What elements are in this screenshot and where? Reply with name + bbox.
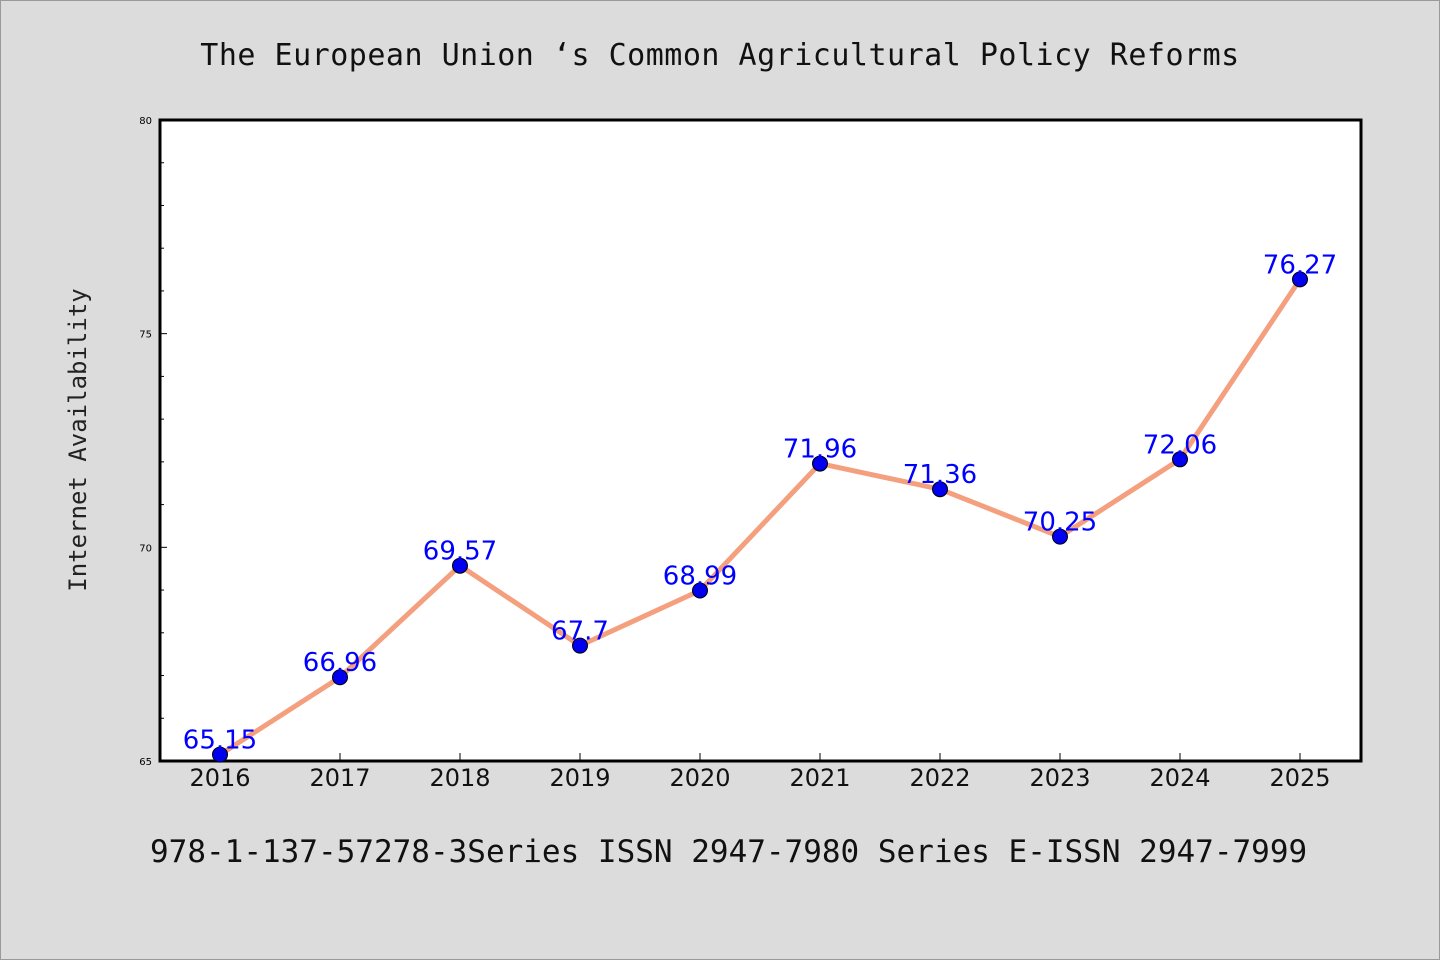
series-group: 65.15 66.96 69.57 67.7 68.99 71.96 71.36 70.25 7…: [183, 250, 1337, 763]
x-tick-label: 2017: [309, 764, 370, 792]
x-tick-label: 2022: [909, 764, 970, 792]
data-point-marker: [692, 582, 708, 599]
data-point-marker: [332, 669, 348, 686]
footer-isbn-text: 978-1-137-57278-3Series ISSN 2947-7980 S…: [150, 834, 1308, 870]
x-tick-label: 2023: [1029, 764, 1090, 792]
data-point-marker: [1052, 528, 1068, 545]
data-label: 71.96: [783, 435, 857, 465]
x-axis-ticks: 2016 2017 2018 2019 2020 2021 2022 2023 2024 2025: [189, 753, 1331, 792]
x-tick-label: 2016: [189, 764, 250, 792]
chart-title: The European Union ‘s Common Agricultura…: [200, 38, 1240, 73]
data-label: 67.7: [551, 617, 609, 647]
data-label: 76.27: [1263, 250, 1337, 280]
y-tick-label: 65: [139, 757, 152, 768]
data-label: 65.15: [183, 726, 257, 756]
data-label: 68.99: [663, 561, 737, 591]
x-tick-label: 2021: [789, 764, 850, 792]
data-point-marker: [452, 557, 468, 574]
data-label: 69.57: [423, 537, 497, 567]
data-point-marker: [572, 637, 588, 654]
data-label: 71.36: [903, 460, 977, 490]
data-label: 70.25: [1023, 508, 1097, 538]
data-point-marker: [212, 746, 228, 763]
data-point-marker: [932, 481, 948, 498]
series-line: [217, 276, 1303, 758]
x-tick-label: 2024: [1149, 764, 1210, 792]
x-tick-label: 2025: [1269, 764, 1330, 792]
plot-area: [158, 118, 1363, 763]
y-tick-label: 70: [139, 543, 152, 554]
x-tick-label: 2018: [429, 764, 490, 792]
data-point-marker: [1292, 271, 1308, 288]
data-point-marker: [812, 455, 828, 472]
x-tick-label: 2019: [549, 764, 610, 792]
data-label: 72.06: [1143, 430, 1217, 460]
data-label: 66.96: [303, 648, 377, 678]
y-axis-ticks: 65 70 75 80: [139, 116, 167, 768]
y-tick-label: 75: [139, 330, 152, 341]
x-tick-label: 2020: [669, 764, 730, 792]
y-tick-label: 80: [139, 116, 152, 127]
data-point-marker: [1172, 451, 1188, 468]
